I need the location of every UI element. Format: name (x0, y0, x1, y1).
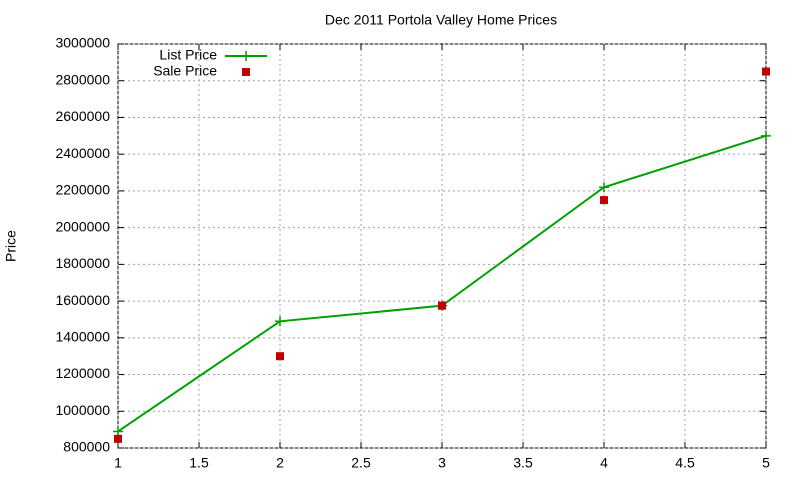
y-tick-label: 1200000 (55, 365, 110, 381)
x-tick-label: 5 (762, 455, 770, 471)
x-tick-label: 2 (276, 455, 284, 471)
x-tick-label: 1 (114, 455, 122, 471)
x-tick-label: 3.5 (513, 455, 533, 471)
x-tick-label: 1.5 (189, 455, 209, 471)
x-tick-label: 3 (438, 455, 446, 471)
y-tick-label: 2600000 (55, 108, 110, 124)
legend-key (241, 51, 251, 61)
x-tick-label: 2.5 (351, 455, 371, 471)
point-marker (761, 130, 771, 141)
y-tick-label: 1800000 (55, 255, 110, 271)
x-tick-label: 4.5 (675, 455, 695, 471)
y-tick-label: 3000000 (55, 35, 110, 51)
point-marker (275, 316, 285, 327)
point-marker (276, 352, 284, 361)
y-tick-label: 1600000 (55, 292, 110, 308)
point-marker (114, 434, 122, 443)
y-tick-label: 800000 (63, 439, 110, 455)
point-marker (113, 426, 123, 437)
legend-label: List Price (159, 47, 217, 63)
point-marker (599, 182, 609, 193)
y-tick-label: 2200000 (55, 182, 110, 198)
point-marker (762, 67, 770, 76)
point-marker (600, 196, 608, 205)
y-tick-label: 2000000 (55, 218, 110, 234)
y-axis-label: Price (3, 230, 19, 262)
y-tick-label: 2800000 (55, 71, 110, 87)
point-marker (438, 301, 446, 310)
x-tick-label: 4 (600, 455, 608, 471)
y-tick-label: 1400000 (55, 329, 110, 345)
y-tick-label: 2400000 (55, 145, 110, 161)
legend-key (242, 68, 250, 76)
y-tick-label: 1000000 (55, 402, 110, 418)
legend-label: Sale Price (153, 63, 217, 79)
chart-title: Dec 2011 Portola Valley Home Prices (325, 12, 557, 28)
